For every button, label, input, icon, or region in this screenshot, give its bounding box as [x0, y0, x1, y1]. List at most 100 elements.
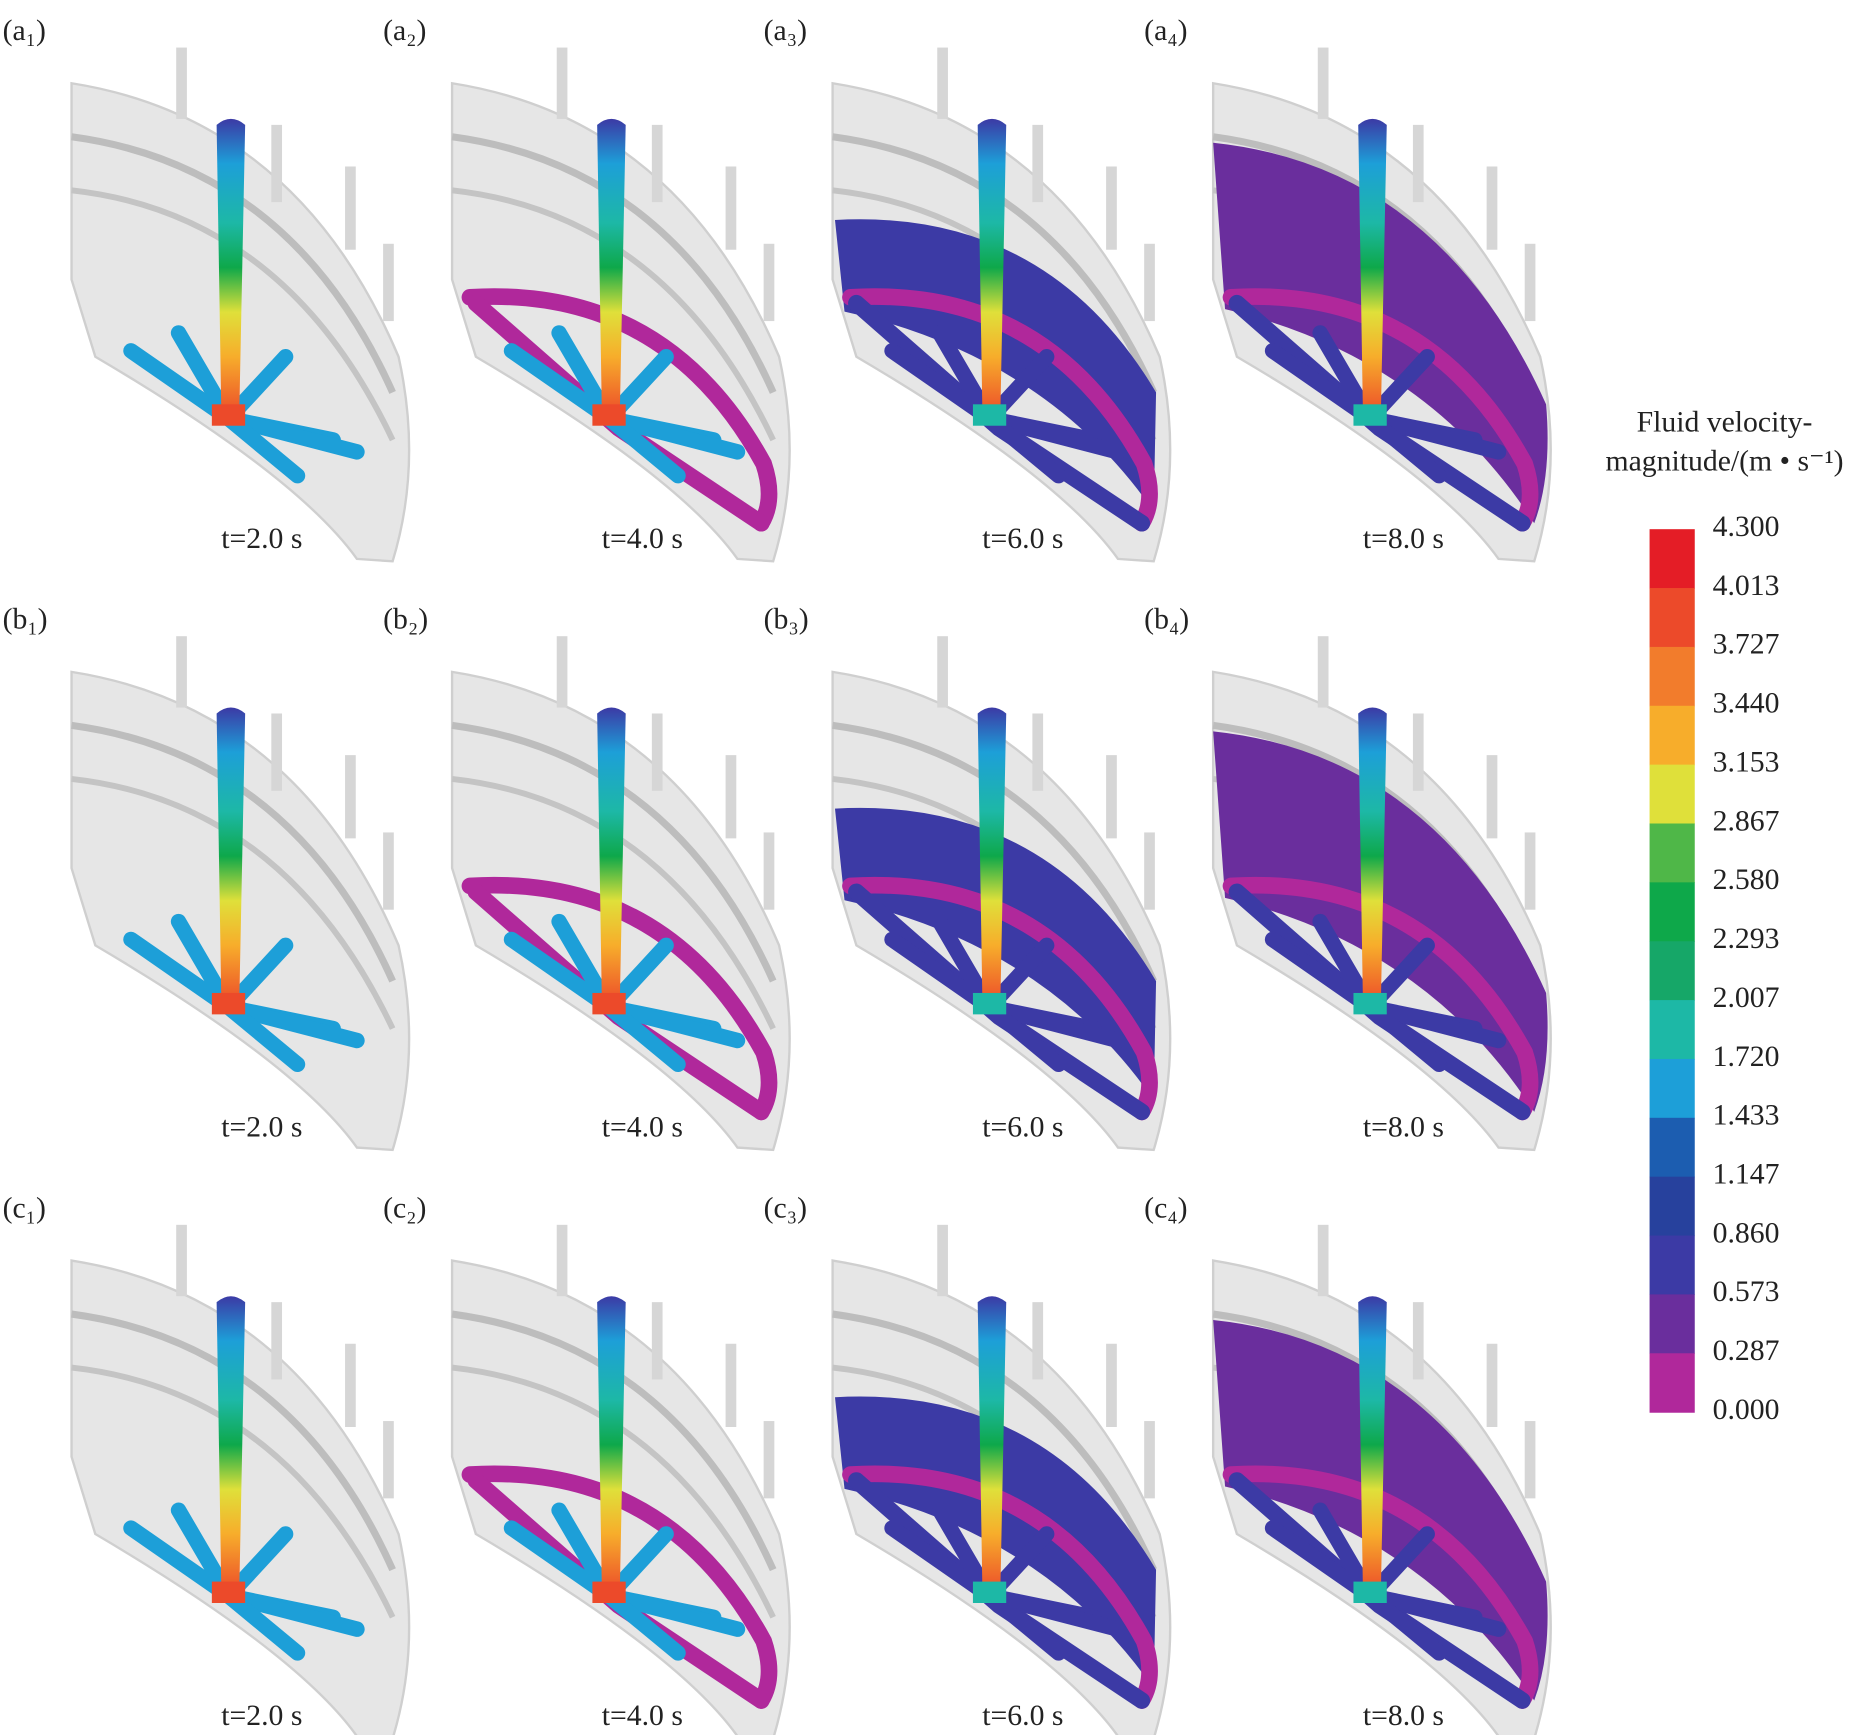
riser: [1032, 713, 1044, 791]
colorbar-segment: [1649, 1176, 1695, 1237]
colorbar-segment: [1649, 1117, 1695, 1178]
fluid-ring: [1222, 876, 1539, 1121]
runner: [981, 1588, 1126, 1637]
panel: (b₁) t=2.0 s: [3, 604, 411, 1152]
riser: [271, 1302, 283, 1380]
panel-label: (a₄): [1144, 15, 1187, 47]
mold-ridge: [451, 187, 776, 442]
panel-label: (c₁): [3, 1192, 46, 1224]
riser: [937, 47, 948, 119]
panel-label: (a₃): [764, 15, 807, 47]
riser: [1317, 47, 1329, 119]
colorbar-segment: [1649, 941, 1695, 1001]
riser: [725, 755, 737, 839]
runner: [601, 999, 746, 1049]
sprue: [1358, 118, 1387, 417]
panel: (a₂) t=4.0 s: [383, 15, 791, 563]
colorbar-tick-label: 2.580: [1713, 864, 1780, 896]
riser: [345, 1343, 356, 1428]
runner: [220, 1588, 365, 1637]
colorbar-tick-label: 2.007: [1713, 982, 1780, 1014]
mold-ridge: [451, 721, 777, 983]
mold-ridge: [451, 1310, 777, 1572]
riser: [345, 166, 356, 250]
sprue: [977, 118, 1007, 417]
mold-ridge: [832, 721, 1157, 983]
panel-label: (b₂): [383, 604, 428, 636]
mold-ridge: [71, 1310, 396, 1572]
mold-ridge: [451, 775, 776, 1030]
mold-ridge: [71, 133, 396, 394]
fluid-ring: [842, 288, 1158, 532]
sprue: [1358, 707, 1387, 1005]
fluid-ring: [842, 1465, 1158, 1709]
colorbar-tick-label: 3.153: [1713, 746, 1780, 778]
riser: [1524, 832, 1536, 910]
riser: [1032, 1302, 1044, 1380]
legend-title: Fluid velocity-: [1637, 406, 1813, 438]
sprue: [216, 707, 246, 1005]
riser: [176, 47, 187, 119]
colorbar-tick-label: 3.727: [1713, 629, 1780, 661]
runner: [981, 410, 1126, 460]
riser: [383, 832, 394, 910]
riser: [1412, 1302, 1424, 1380]
riser: [725, 166, 737, 250]
colorbar-tick-label: 0.860: [1713, 1217, 1780, 1249]
panel-label: (c₂): [383, 1192, 426, 1224]
riser: [763, 243, 775, 322]
riser: [1032, 124, 1044, 203]
time-label: t=6.0 s: [982, 1112, 1063, 1144]
riser: [1144, 1421, 1155, 1499]
colorbar-segment: [1649, 823, 1695, 883]
time-label: t=4.0 s: [602, 1700, 683, 1732]
runner: [220, 999, 306, 1073]
colorbar-tick-label: 2.293: [1713, 923, 1780, 955]
mold-ridge: [832, 1310, 1157, 1572]
runner: [601, 999, 686, 1073]
sprue: [216, 118, 246, 417]
time-label: t=6.0 s: [982, 1700, 1063, 1732]
riser: [556, 47, 568, 119]
riser: [271, 124, 283, 203]
panel: (a₃) t=6.0 s: [764, 15, 1172, 563]
panel: (c₃) t=6.0 s: [764, 1192, 1172, 1735]
riser: [1144, 832, 1155, 910]
runner: [601, 410, 746, 460]
gate: [972, 992, 1007, 1015]
gate: [1353, 404, 1387, 426]
colorbar-tick-label: 0.287: [1713, 1335, 1780, 1367]
runner: [220, 410, 365, 460]
riser: [271, 713, 283, 791]
panel: (b₄) t=8.0 s: [1144, 604, 1552, 1152]
runner: [601, 410, 686, 484]
sprue: [977, 707, 1007, 1005]
riser: [176, 1224, 187, 1297]
colorbar-segment: [1649, 1058, 1695, 1119]
riser: [1317, 636, 1329, 708]
colorbar-tick-label: 3.440: [1713, 688, 1780, 720]
riser: [763, 832, 775, 910]
riser: [725, 1343, 737, 1428]
runner: [220, 999, 365, 1049]
riser: [651, 713, 663, 791]
time-label: t=6.0 s: [982, 523, 1063, 555]
panel-label: (b₁): [3, 604, 48, 636]
panel: (a₄) t=8.0 s: [1144, 15, 1552, 563]
sprue: [977, 1296, 1007, 1594]
gate: [592, 404, 626, 426]
colorbar-tick-label: 1.433: [1713, 1100, 1780, 1132]
colorbar-tick-label: 4.013: [1713, 570, 1780, 602]
riser: [345, 755, 356, 839]
panel-label: (a₁): [3, 15, 46, 47]
runner: [220, 1588, 306, 1661]
mold-ridge: [71, 775, 396, 1030]
time-label: t=2.0 s: [221, 1700, 302, 1732]
mold-ridge: [71, 1364, 396, 1619]
gate: [211, 404, 246, 426]
runner: [1362, 1588, 1507, 1637]
riser: [1524, 1421, 1536, 1499]
colorbar-segment: [1649, 529, 1695, 589]
time-label: t=2.0 s: [221, 1112, 302, 1144]
